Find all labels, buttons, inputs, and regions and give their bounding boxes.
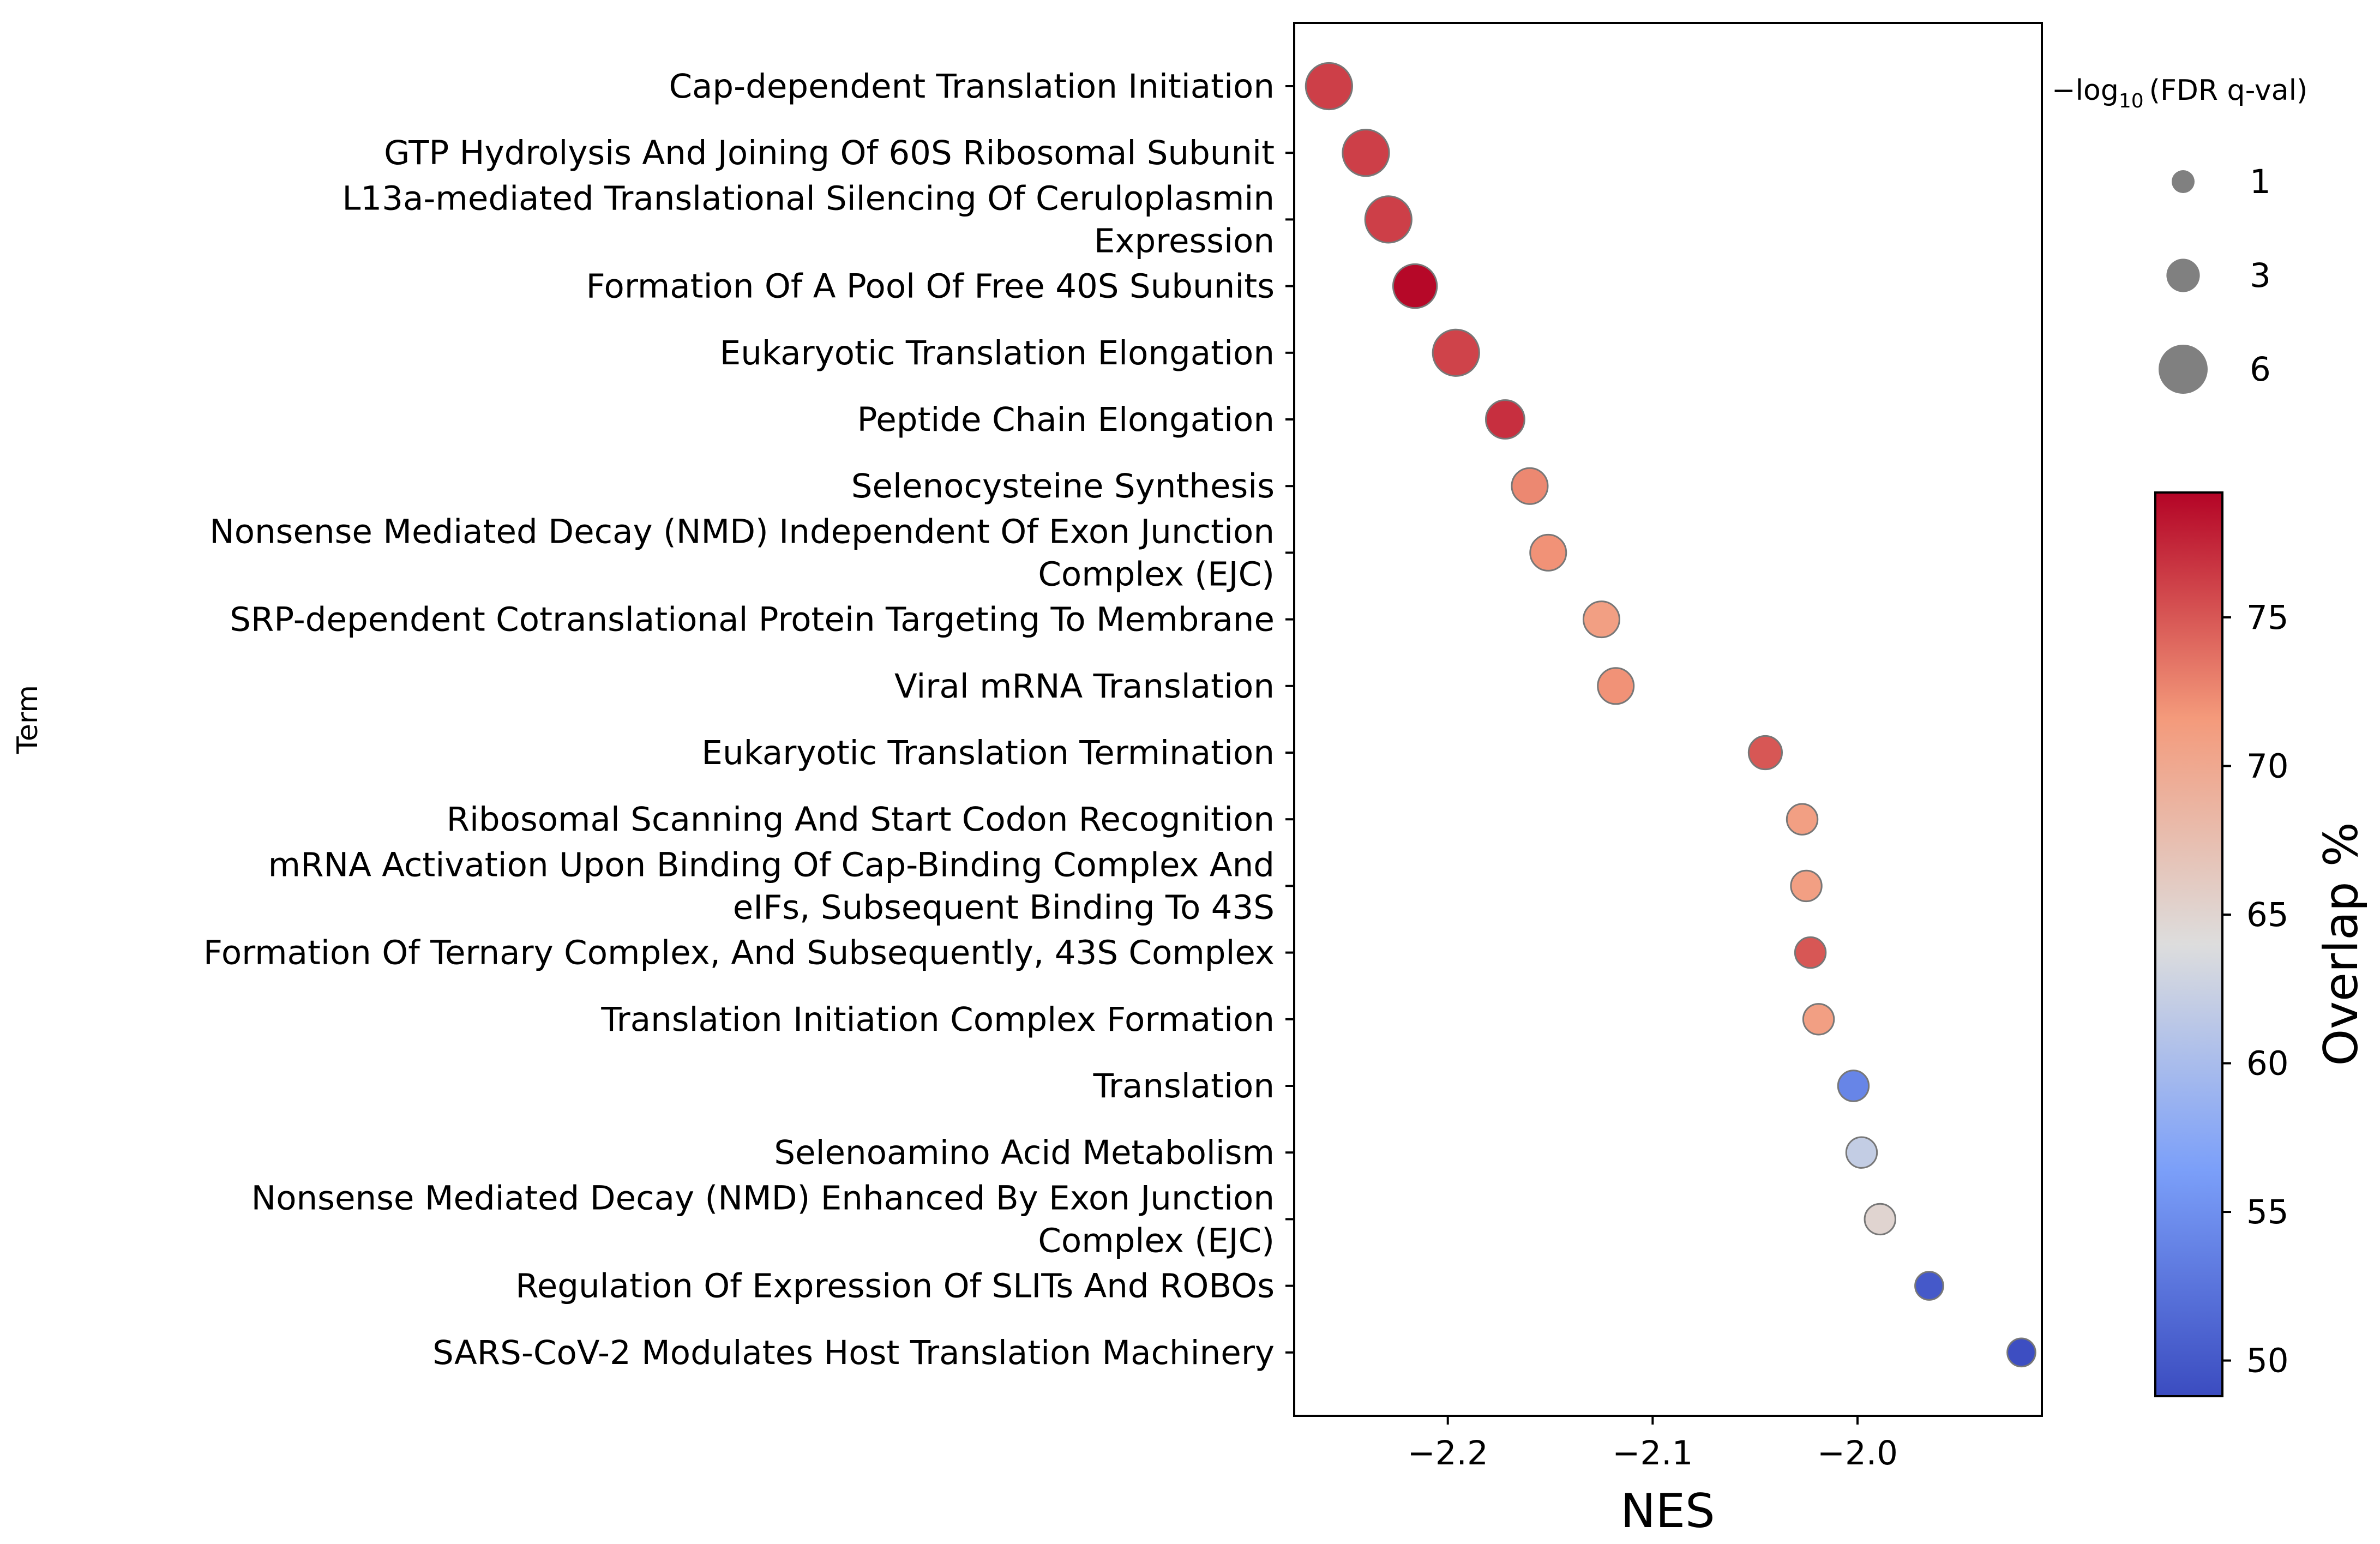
term-label: Nonsense Mediated Decay (NMD) Independen… bbox=[209, 512, 1275, 551]
term-label: Formation Of A Pool Of Free 40S Subunits bbox=[586, 267, 1275, 306]
term-label: SRP-dependent Cotranslational Protein Ta… bbox=[230, 600, 1275, 639]
data-point bbox=[1392, 263, 1438, 309]
size-legend-label: 1 bbox=[2250, 163, 2271, 201]
data-point bbox=[2006, 1337, 2036, 1368]
y-ticks bbox=[1285, 85, 1294, 1354]
data-point bbox=[1582, 600, 1620, 639]
data-point bbox=[1794, 936, 1827, 969]
data-point bbox=[1845, 1136, 1878, 1169]
term-label: Cap-dependent Translation Initiation bbox=[669, 67, 1275, 106]
colorbar-tick-label: 75 bbox=[2246, 598, 2289, 637]
colorbar-title: Overlap % bbox=[2314, 822, 2369, 1066]
term-label: GTP Hydrolysis And Joining Of 60S Riboso… bbox=[384, 134, 1275, 172]
term-label: Selenoamino Acid Metabolism bbox=[774, 1133, 1275, 1172]
data-point bbox=[1511, 467, 1549, 505]
term-label: Peptide Chain Elongation bbox=[857, 400, 1275, 439]
x-axis-title: NES bbox=[1620, 1484, 1715, 1539]
term-label: Eukaryotic Translation Termination bbox=[701, 734, 1275, 772]
plot-frame bbox=[1293, 22, 2043, 1417]
term-label: L13a-mediated Translational Silencing Of… bbox=[342, 179, 1275, 218]
term-label: Translation Initiation Complex Formation bbox=[600, 1000, 1275, 1039]
size-legend: −log10 (FDR q-val) 1 3 6 bbox=[2052, 74, 2307, 394]
data-point bbox=[1305, 62, 1353, 111]
term-label: Ribosomal Scanning And Start Codon Recog… bbox=[447, 800, 1275, 839]
colorbar-ticks: 50 55 60 65 70 75 bbox=[2222, 598, 2289, 1380]
term-label: Formation Of Ternary Complex, And Subseq… bbox=[203, 934, 1275, 972]
term-label: Nonsense Mediated Decay (NMD) Enhanced B… bbox=[251, 1179, 1275, 1217]
term-label: Viral mRNA Translation bbox=[894, 667, 1275, 706]
term-label: Complex (EJC) bbox=[1038, 1221, 1275, 1260]
data-point bbox=[1529, 533, 1567, 572]
term-label: Translation bbox=[1093, 1067, 1275, 1106]
data-point bbox=[1597, 667, 1635, 705]
colorbar: 50 55 60 65 70 75 Overlap % bbox=[2154, 491, 2369, 1397]
term-labels: Cap-dependent Translation Initiation GTP … bbox=[203, 67, 1275, 1372]
term-label: SARS-CoV-2 Modulates Host Translation Ma… bbox=[432, 1333, 1275, 1372]
colorbar-outline bbox=[2154, 491, 2223, 1397]
size-legend-marker bbox=[2172, 170, 2195, 193]
size-legend-title-prefix: −log bbox=[2052, 74, 2119, 107]
term-label: Regulation Of Expression Of SLITs And RO… bbox=[515, 1267, 1275, 1306]
data-point bbox=[1432, 328, 1480, 377]
data-point bbox=[1864, 1203, 1896, 1236]
term-label: Selenocysteine Synthesis bbox=[851, 467, 1275, 506]
data-point bbox=[1837, 1070, 1870, 1102]
data-point bbox=[1342, 129, 1390, 177]
term-label: Eukaryotic Translation Elongation bbox=[720, 334, 1275, 373]
size-legend-marker bbox=[2159, 345, 2208, 394]
x-tick-label: −2.2 bbox=[1408, 1434, 1488, 1473]
size-legend-label: 6 bbox=[2250, 350, 2271, 389]
data-point bbox=[1747, 735, 1783, 771]
size-legend-marker bbox=[2166, 259, 2200, 292]
size-legend-title-subscript: 10 bbox=[2119, 90, 2144, 112]
term-label: Complex (EJC) bbox=[1038, 555, 1275, 593]
term-label: Expression bbox=[1094, 221, 1275, 260]
data-point bbox=[1790, 869, 1823, 903]
data-point bbox=[1802, 1003, 1835, 1036]
data-point bbox=[1364, 195, 1413, 244]
size-legend-label: 3 bbox=[2250, 256, 2271, 295]
size-legend-title-suffix: (FDR q-val) bbox=[2149, 74, 2308, 107]
x-tick-label: −2.1 bbox=[1612, 1434, 1693, 1473]
size-legend-title: −log10 (FDR q-val) bbox=[2052, 74, 2307, 112]
colorbar-tick-label: 50 bbox=[2246, 1342, 2289, 1380]
term-label: eIFs, Subsequent Binding To 43S bbox=[733, 888, 1275, 927]
data-point bbox=[1786, 803, 1819, 836]
data-points bbox=[1305, 62, 2036, 1368]
colorbar-fill bbox=[2155, 492, 2222, 1396]
data-point bbox=[1914, 1271, 1944, 1301]
colorbar-tick-label: 60 bbox=[2246, 1044, 2289, 1083]
colorbar-tick-label: 65 bbox=[2246, 896, 2289, 934]
colorbar-tick-label: 70 bbox=[2246, 747, 2289, 785]
y-axis-title: Term bbox=[11, 685, 44, 754]
x-tick-label: −2.0 bbox=[1817, 1434, 1898, 1473]
colorbar-tick-label: 55 bbox=[2246, 1193, 2289, 1231]
x-ticks: −2.2 −2.1 −2.0 bbox=[1408, 1416, 1898, 1473]
data-point bbox=[1485, 399, 1525, 440]
term-label: mRNA Activation Upon Binding Of Cap-Bind… bbox=[268, 845, 1275, 884]
